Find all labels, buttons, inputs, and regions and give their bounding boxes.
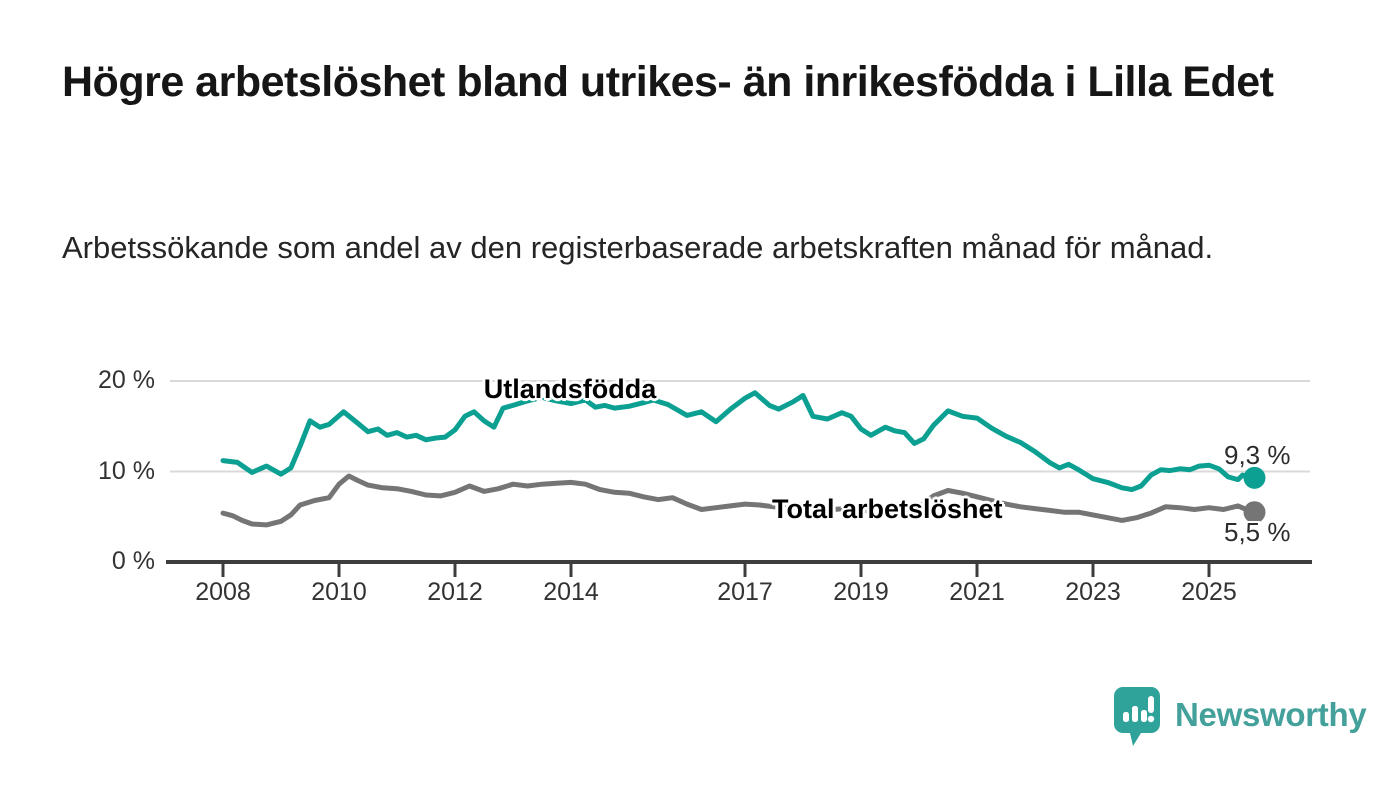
x-axis-tick-label: 2021 <box>949 578 1005 606</box>
series-label-utlandsfodda: Utlandsfödda <box>483 374 657 404</box>
x-axis-tick-label: 2010 <box>311 578 367 606</box>
chart-subtitle: Arbetssökande som andel av den registerb… <box>62 230 1214 265</box>
page-title: Högre arbetslöshet bland utrikes- än inr… <box>62 58 1274 106</box>
series-end-dot-utlandsfodda <box>1243 466 1266 489</box>
series-line-total <box>220 473 1255 528</box>
x-axis-tick-label: 2023 <box>1065 578 1121 606</box>
x-axis-tick-label: 2017 <box>717 578 773 606</box>
y-axis-tick-label: 0 % <box>111 547 155 575</box>
end-value-utlandsfodda: 9,3 % <box>1224 440 1291 470</box>
x-axis-tick-label: 2012 <box>427 578 483 606</box>
x-axis-tick-label: 2019 <box>833 578 889 606</box>
x-axis-tick-label: 2025 <box>1181 578 1237 606</box>
newsworthy-logo: Newsworthy <box>1113 686 1367 748</box>
series-line-utlandsfodda <box>220 390 1255 493</box>
newsworthy-wordmark: Newsworthy <box>1175 696 1367 733</box>
end-value-total: 5,5 % <box>1224 517 1291 547</box>
series-label-total-arbetsloshet: Total arbetslöshet <box>772 494 1003 524</box>
x-axis-tick-label: 2008 <box>195 578 251 606</box>
x-axis-tick-label: 2014 <box>543 578 599 606</box>
newsworthy-bubble-icon <box>1114 687 1160 746</box>
y-axis-tick-label: 10 % <box>98 456 155 485</box>
series-end-dot-total <box>1243 501 1266 524</box>
y-axis-tick-label: 20 % <box>98 366 155 394</box>
